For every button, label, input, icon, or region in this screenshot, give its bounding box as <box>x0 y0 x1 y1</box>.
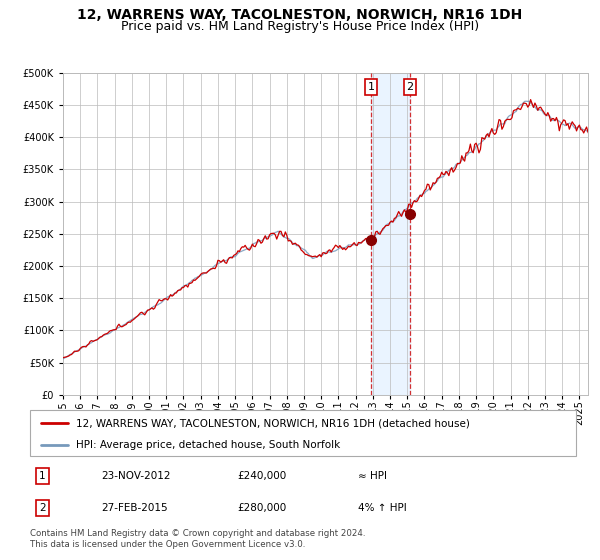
Text: 1: 1 <box>39 471 46 481</box>
Bar <box>371 73 410 395</box>
Text: Price paid vs. HM Land Registry's House Price Index (HPI): Price paid vs. HM Land Registry's House … <box>121 20 479 33</box>
Text: 12, WARRENS WAY, TACOLNESTON, NORWICH, NR16 1DH (detached house): 12, WARRENS WAY, TACOLNESTON, NORWICH, N… <box>76 418 470 428</box>
Text: £280,000: £280,000 <box>238 503 287 514</box>
Text: HPI: Average price, detached house, South Norfolk: HPI: Average price, detached house, Sout… <box>76 440 341 450</box>
Text: 23-NOV-2012: 23-NOV-2012 <box>101 471 170 481</box>
Text: 2: 2 <box>406 82 413 92</box>
Text: £240,000: £240,000 <box>238 471 287 481</box>
Text: Contains HM Land Registry data © Crown copyright and database right 2024.
This d: Contains HM Land Registry data © Crown c… <box>30 529 365 549</box>
Text: 12, WARRENS WAY, TACOLNESTON, NORWICH, NR16 1DH: 12, WARRENS WAY, TACOLNESTON, NORWICH, N… <box>77 8 523 22</box>
Text: 4% ↑ HPI: 4% ↑ HPI <box>358 503 406 514</box>
Text: ≈ HPI: ≈ HPI <box>358 471 386 481</box>
Text: 27-FEB-2015: 27-FEB-2015 <box>101 503 167 514</box>
Text: 2: 2 <box>39 503 46 514</box>
FancyBboxPatch shape <box>30 410 576 456</box>
Text: 1: 1 <box>368 82 374 92</box>
